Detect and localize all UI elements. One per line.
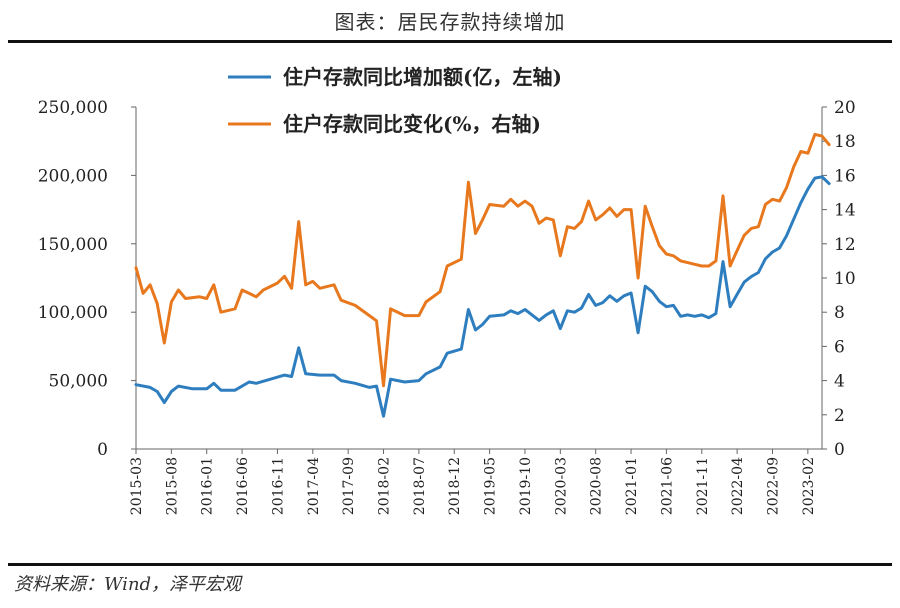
- x-axis-tick-label: 2022-04: [730, 457, 746, 515]
- x-axis-tick-label: 2018-07: [412, 457, 428, 515]
- series-lines: [134, 132, 831, 418]
- source-note: 资料来源：Wind，泽平宏观: [14, 574, 242, 595]
- bottom-rule: [8, 563, 892, 566]
- right-axis-tick-label: 0: [834, 440, 845, 460]
- right-axis-tick-label: 2: [834, 406, 845, 426]
- x-axis-tick-label: 2017-04: [306, 457, 322, 515]
- right-axis-tick-label: 16: [834, 166, 856, 186]
- legend-label: 住户存款同比增加额(亿，左轴): [283, 65, 562, 89]
- x-axis-tick-label: 2022-09: [765, 457, 781, 515]
- x-axis-tick-label: 2023-02: [801, 457, 817, 515]
- right-axis-tick-label: 6: [834, 337, 845, 357]
- x-axis-tick-label: 2021-01: [624, 457, 640, 515]
- x-axis-tick-label: 2018-12: [447, 457, 463, 515]
- axes: 0 50,000 100,000 150,000 200,000 250,000 0 2 4 6 8…: [38, 98, 856, 515]
- x-axis-tick-label: 2019-10: [518, 457, 534, 515]
- left-axis-tick-label: 250,000: [38, 98, 108, 118]
- x-axis-tick-label: 2016-01: [200, 457, 216, 515]
- top-rule: [8, 40, 892, 43]
- left-axis-tick-label: 100,000: [38, 303, 108, 323]
- figure-title: 图表：居民存款持续增加: [334, 10, 566, 34]
- x-axis-tick-label: 2017-09: [341, 457, 357, 515]
- x-axis-tick-label: 2015-03: [129, 457, 145, 515]
- x-axis-tick-label: 2020-08: [589, 457, 605, 515]
- left-axis-tick-label: 50,000: [49, 372, 108, 392]
- right-axis-tick-label: 4: [834, 372, 845, 392]
- legend: 住户存款同比增加额(亿，左轴) 住户存款同比变化(%，右轴): [228, 65, 562, 136]
- x-axis-tick-label: 2015-08: [164, 457, 180, 515]
- x-axis-tick-label: 2016-11: [270, 457, 286, 515]
- left-axis-tick-label: 0: [97, 440, 108, 460]
- right-axis-tick-label: 10: [834, 269, 856, 289]
- series-line-right-axis: [134, 132, 831, 388]
- x-axis-tick-label: 2021-11: [695, 457, 711, 515]
- right-axis-tick-label: 8: [834, 303, 845, 323]
- x-axis-tick-label: 2018-02: [377, 457, 393, 515]
- legend-label: 住户存款同比变化(%，右轴): [283, 112, 541, 136]
- series-line-left-axis: [134, 175, 831, 418]
- left-axis-tick-label: 200,000: [38, 166, 108, 186]
- left-axis-tick-label: 150,000: [38, 235, 108, 255]
- line-chart: 0 50,000 100,000 150,000 200,000 250,000 0 2 4 6 8…: [38, 65, 856, 515]
- x-axis-tick-label: 2016-06: [235, 457, 251, 515]
- x-axis-tick-label: 2019-05: [483, 457, 499, 515]
- x-axis-tick-label: 2020-03: [553, 457, 569, 515]
- right-axis-tick-label: 12: [834, 235, 856, 255]
- right-axis-tick-label: 20: [834, 98, 856, 118]
- x-axis-tick-label: 2021-06: [659, 457, 675, 515]
- right-axis-tick-label: 18: [834, 132, 856, 152]
- right-axis-tick-label: 14: [834, 201, 856, 221]
